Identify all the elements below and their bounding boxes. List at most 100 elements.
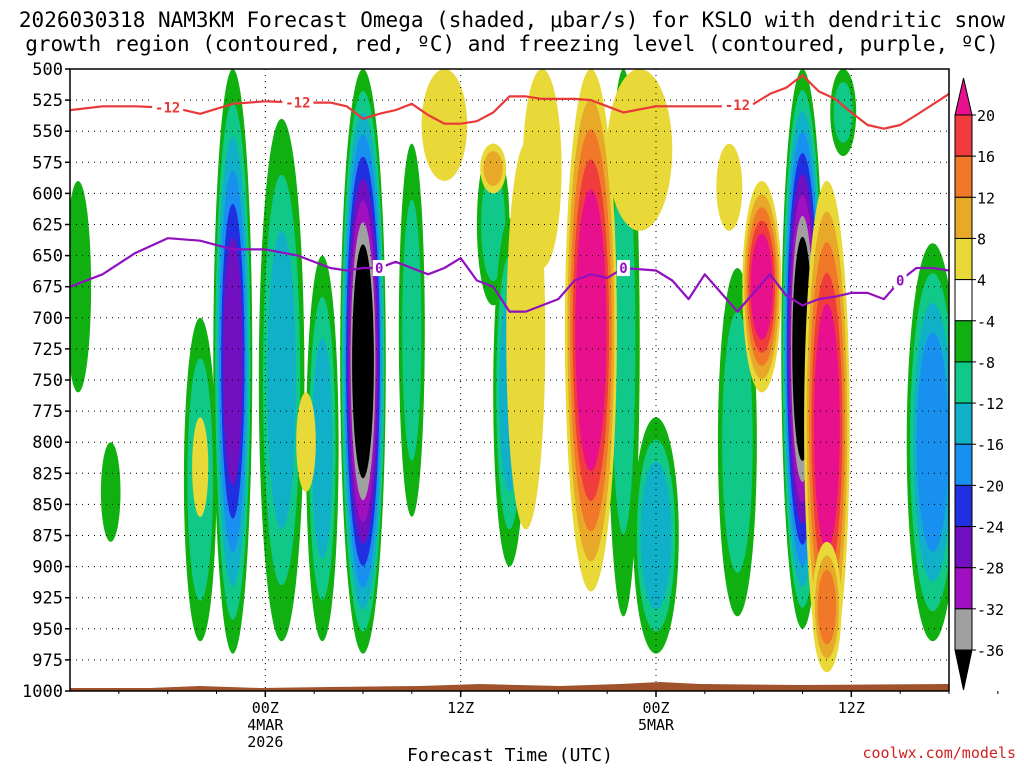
omega-feature [296, 392, 316, 493]
omega-feature [306, 255, 339, 642]
ground-terrain [70, 682, 949, 691]
colorbar-swatch [954, 237, 973, 281]
dgz-contour-label-bg [721, 97, 753, 114]
freezing-level-contour-label-bg [893, 272, 907, 289]
chart-title-line1: 2026030318 NAM3KM Forecast Omega (shaded… [18, 8, 1006, 32]
x-tick-label: 2026 [247, 733, 283, 751]
omega-level--8 [402, 199, 422, 461]
omega-feature [742, 181, 782, 393]
colorbar-label: 20 [977, 107, 995, 125]
omega-feature [340, 69, 386, 654]
colorbar-bottom-arrow [954, 649, 973, 691]
omega-level-4 [607, 69, 673, 231]
y-tick-label: 725 [32, 340, 63, 360]
colorbar-swatch [954, 526, 973, 569]
x-tick-label: 5MAR [638, 716, 675, 734]
colorbar: 20 16 12 8 4 -4 -8 -12 -16 -20 -24 -28 -32 -36 [954, 77, 1004, 691]
y-tick-label: 850 [32, 495, 63, 515]
omega-feature [522, 69, 562, 268]
colorbar-label: -12 [977, 395, 1004, 413]
colorbar-swatch [954, 279, 973, 322]
omega-feature [258, 118, 305, 642]
omega-feature [192, 417, 209, 517]
colorbar-top-arrow [954, 77, 973, 116]
y-tick-label: 525 [32, 91, 63, 111]
dgz-contour-label: -12 [155, 101, 180, 117]
dgz-contour-label-bg [282, 94, 314, 111]
y-tick-label: 750 [32, 371, 63, 391]
freezing-level-contour-label: 0 [375, 261, 383, 277]
omega-level-12 [817, 569, 837, 645]
omega-feature [990, 243, 1023, 293]
omega-feature [906, 243, 949, 642]
omega-level-4 [192, 417, 209, 517]
colorbar-label: -4 [977, 313, 995, 331]
x-axis: 00Z4MAR202612Z00Z5MAR12Z00Z6MAR [118, 691, 999, 751]
omega-feature [100, 442, 121, 542]
y-tick-label: 775 [32, 402, 63, 422]
y-tick-label: 600 [32, 184, 63, 204]
x-axis-label: Forecast Time (UTC) [407, 745, 613, 766]
y-tick-label: 550 [32, 122, 63, 142]
omega-level--36 [352, 244, 374, 479]
omega-level-4 [716, 143, 743, 231]
omega-level-4 [296, 392, 316, 493]
y-tick-label: 950 [32, 620, 63, 640]
omega-level-20 [575, 189, 607, 471]
colorbar-label: -32 [977, 601, 1004, 619]
y-tick-label: 900 [32, 558, 63, 578]
y-tick-label: 500 [32, 60, 63, 80]
omega-level--12 [267, 230, 296, 530]
chart-title-line2: growth region (contoured, red, ºC) and f… [25, 32, 999, 56]
freezing-level-contour-label-bg [616, 260, 630, 277]
y-axis: 500 525 550 575 600 625 650 675 700 725 750 775 800 8… [22, 60, 70, 702]
omega-level--4 [70, 181, 92, 393]
omega-level-20 [750, 233, 773, 340]
colorbar-label: -24 [977, 519, 1004, 537]
colorbar-label: 4 [977, 272, 986, 290]
colorbar-label: -20 [977, 477, 1004, 495]
y-tick-label: 975 [32, 651, 63, 671]
omega-feature [607, 69, 673, 231]
colorbar-swatch [954, 402, 973, 445]
omega-level--8 [481, 167, 506, 282]
colorbar-swatch [954, 361, 973, 404]
colorbar-label: 8 [977, 230, 986, 248]
colorbar-label: -28 [977, 560, 1004, 578]
omega-level-4 [990, 243, 1023, 293]
omega-level-8 [483, 151, 503, 186]
omega-feature [804, 180, 850, 673]
omega-feature [213, 69, 253, 654]
colorbar-label: -36 [977, 642, 1004, 660]
x-tick-label: 00Z [642, 699, 669, 717]
colorbar-swatch [954, 608, 973, 651]
omega-level--4 [100, 442, 121, 542]
y-tick-label: 625 [32, 216, 63, 236]
colorbar-swatch [954, 567, 973, 610]
omega-feature [633, 417, 679, 654]
omega-feature [480, 143, 507, 194]
omega-level--16 [916, 332, 949, 552]
colorbar-label: -16 [977, 436, 1004, 454]
freezing-level-contour-label: 0 [896, 273, 904, 289]
dgz-contour-label: -12 [725, 98, 750, 114]
x-tick-label: 12Z [838, 699, 865, 717]
y-tick-label: 575 [32, 153, 63, 173]
colorbar-label: 12 [977, 189, 995, 207]
colorbar-swatch [954, 443, 973, 486]
omega-level--12 [312, 338, 333, 559]
omega-feature [564, 69, 617, 592]
freezing-level-contour [70, 237, 949, 313]
x-tick-label: 00Z [252, 699, 279, 717]
omega-level--24 [223, 237, 243, 485]
omega-feature [716, 143, 743, 231]
credit-text: coolwx.com/models [862, 744, 1016, 762]
freezing-level-contour-label: 0 [619, 261, 627, 277]
colorbar-label: 16 [977, 148, 995, 166]
omega-level--12 [640, 461, 672, 610]
omega-feature [421, 69, 468, 181]
omega-level--8 [611, 151, 636, 535]
omega-level-4 [522, 69, 562, 268]
omega-level--8 [722, 311, 753, 573]
